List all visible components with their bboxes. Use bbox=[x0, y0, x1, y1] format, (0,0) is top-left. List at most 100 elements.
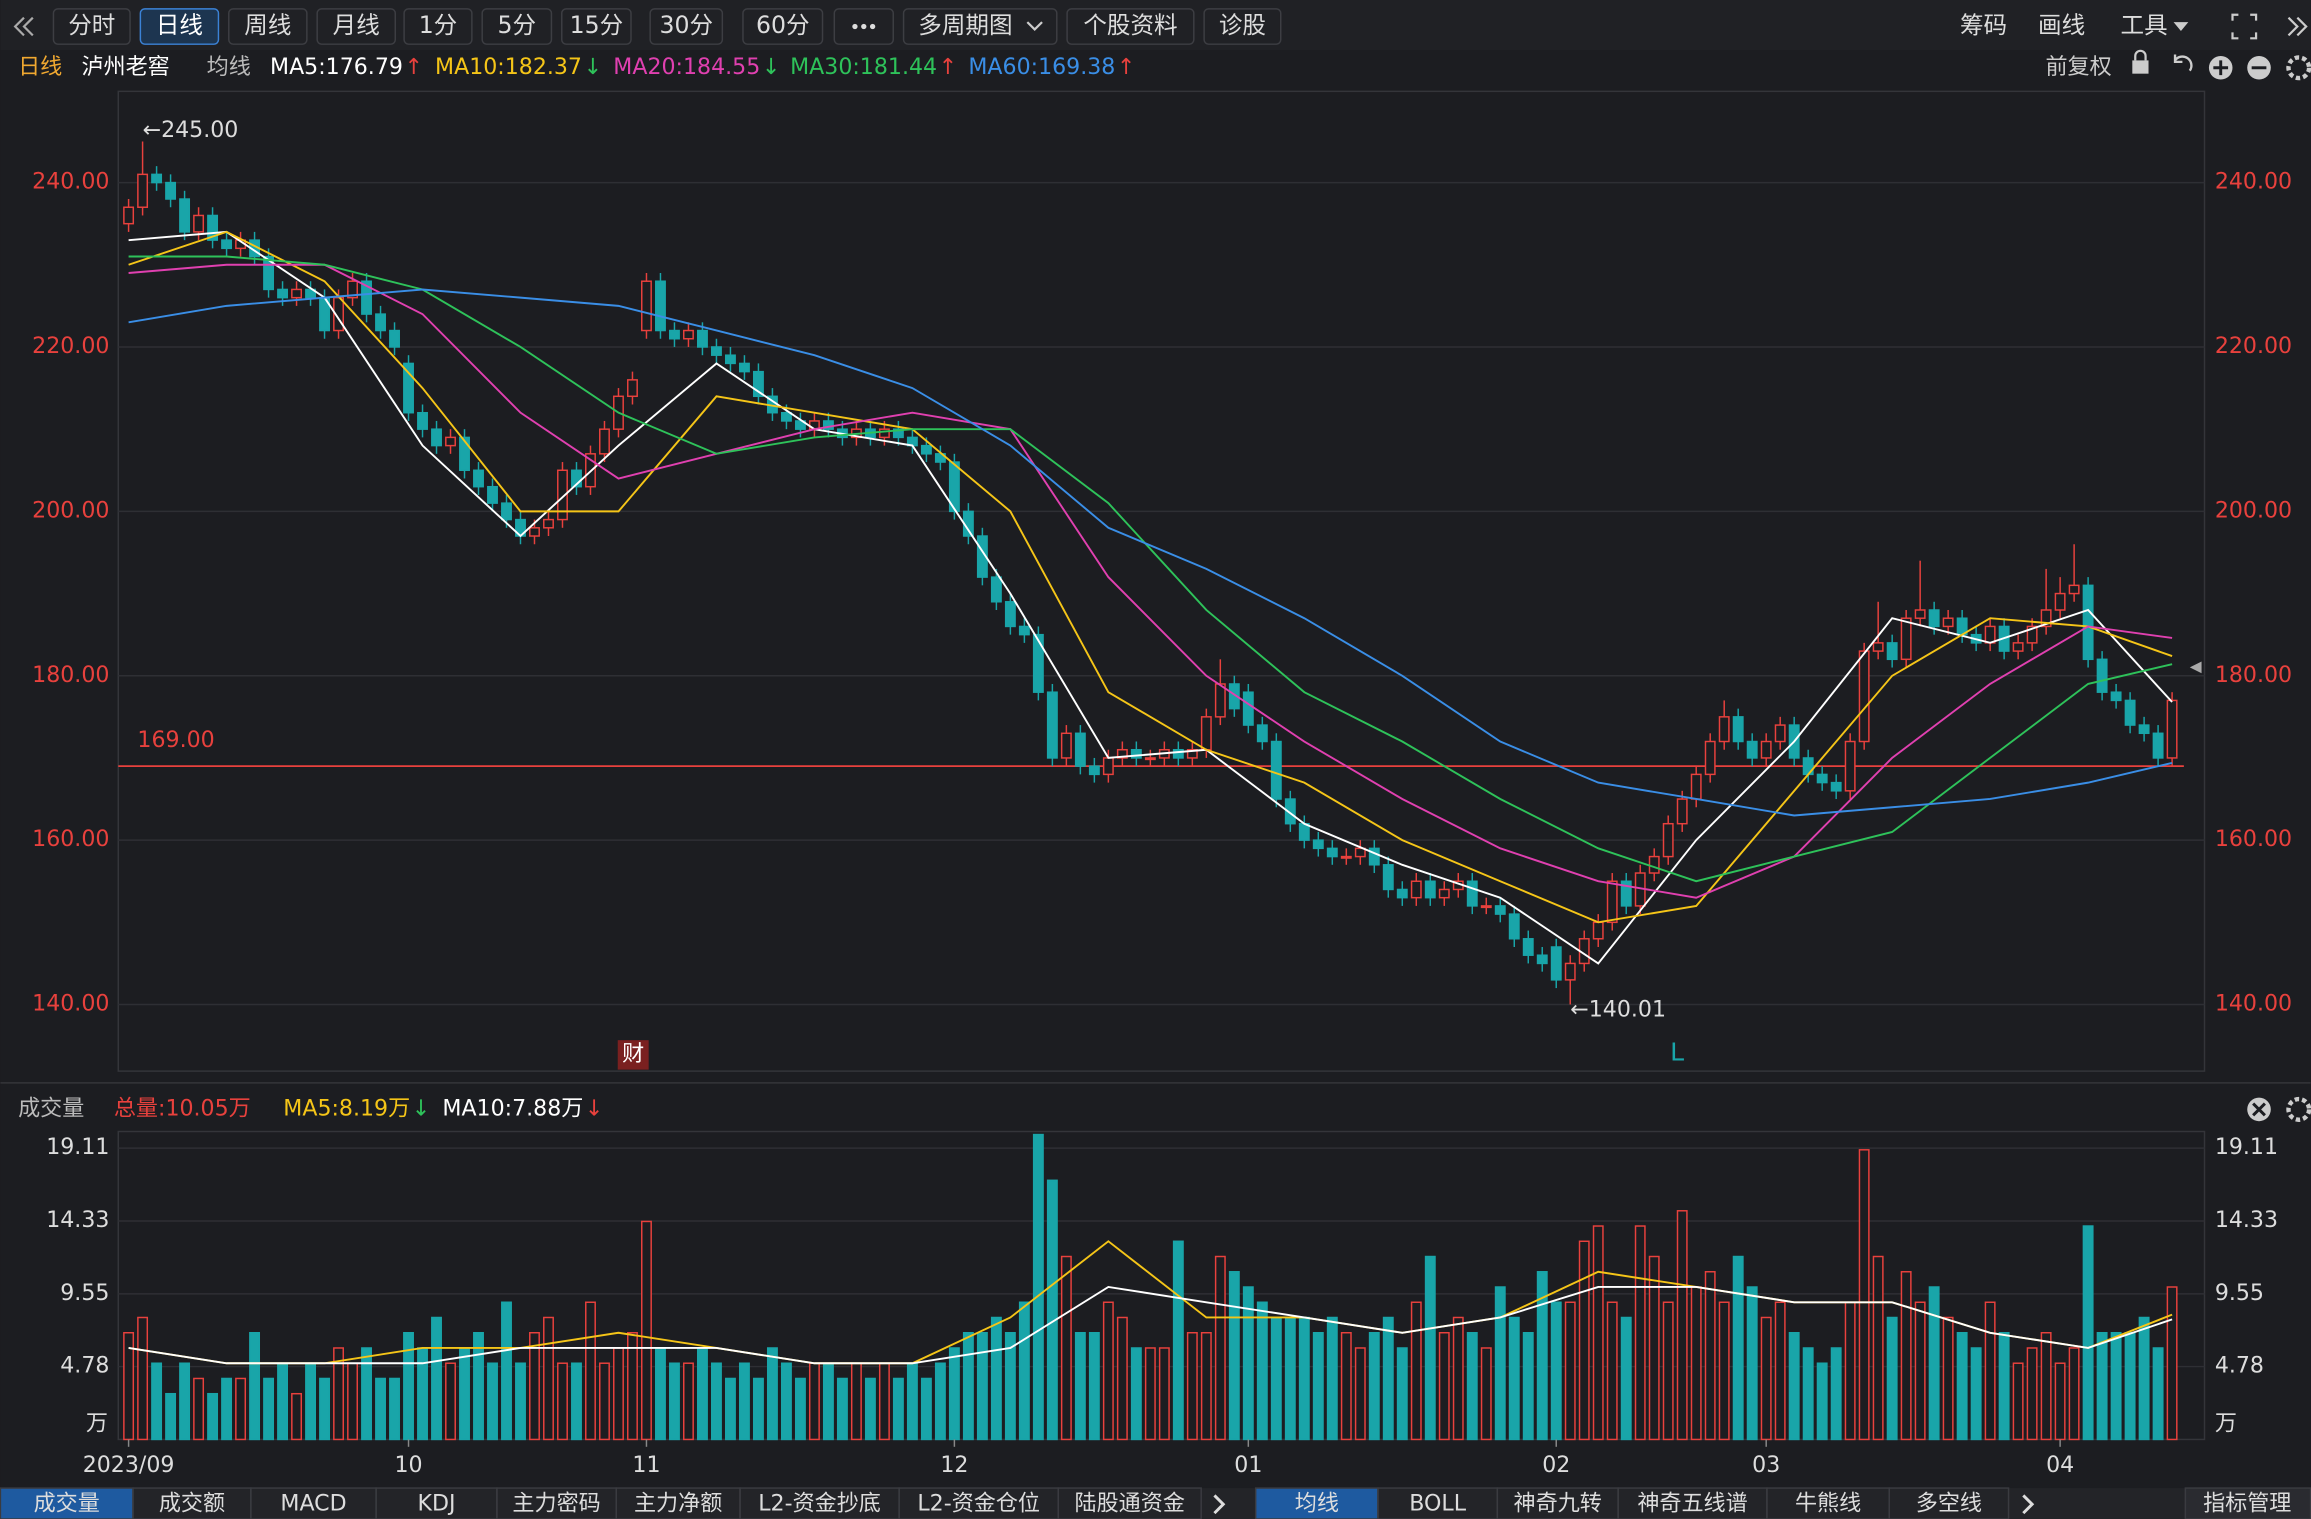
candle-body bbox=[1088, 765, 1100, 776]
toolbar-tool[interactable]: 工具 bbox=[2121, 11, 2168, 39]
candle-body bbox=[1228, 683, 1240, 710]
toolbar-button[interactable] bbox=[1203, 8, 1282, 45]
candle-body bbox=[1494, 905, 1506, 915]
overlay-tab-label[interactable]: 牛熊线 bbox=[1795, 1490, 1861, 1516]
manage-tab-label[interactable]: 指标管理 bbox=[2203, 1490, 2291, 1516]
toolbar-button-label[interactable]: 15分 bbox=[570, 11, 624, 39]
lock-icon[interactable] bbox=[2132, 60, 2149, 74]
volume-bar bbox=[2012, 1362, 2024, 1441]
toolbar-button-label[interactable]: 5分 bbox=[498, 11, 537, 39]
toolbar-button[interactable] bbox=[139, 8, 220, 45]
toolbar-tool[interactable]: 画线 bbox=[2038, 11, 2085, 39]
candle-body bbox=[459, 436, 470, 472]
dropdown-icon[interactable] bbox=[2173, 22, 2189, 31]
candle-body bbox=[1704, 740, 1716, 776]
toolbar-button[interactable] bbox=[52, 8, 131, 45]
toolbar-button-label[interactable]: 诊股 bbox=[1219, 11, 1266, 39]
toolbar-button[interactable] bbox=[403, 8, 473, 45]
indicator-tab-label[interactable]: MACD bbox=[280, 1490, 346, 1516]
overlay-tab-label[interactable]: BOLL bbox=[1409, 1490, 1466, 1516]
candle-body bbox=[1844, 740, 1856, 792]
candle-body bbox=[892, 428, 904, 439]
candle-body bbox=[1214, 683, 1226, 718]
volume-bar bbox=[585, 1301, 596, 1441]
volume-bar bbox=[431, 1316, 442, 1441]
settings-icon[interactable] bbox=[2286, 1096, 2311, 1122]
indicator-tab[interactable] bbox=[1057, 1487, 1202, 1519]
toolbar-button-label[interactable]: 分时 bbox=[68, 11, 115, 39]
collapse-icon[interactable] bbox=[22, 16, 34, 37]
candle-body bbox=[1732, 716, 1744, 743]
candle-body bbox=[1550, 946, 1562, 981]
indicator-tab-label[interactable]: L2-资金抄底 bbox=[758, 1490, 881, 1516]
candle-body bbox=[1256, 724, 1268, 743]
fullscreen-icon[interactable] bbox=[2231, 13, 2258, 40]
toolbar-button-label[interactable]: 1分 bbox=[419, 11, 458, 39]
toolbar-button-label[interactable]: 60分 bbox=[756, 11, 810, 39]
indicator-tab-label[interactable]: L2-资金仓位 bbox=[917, 1490, 1040, 1516]
candle-body bbox=[1830, 781, 1842, 792]
dropdown-icon[interactable] bbox=[1026, 21, 1043, 32]
candle-body bbox=[1480, 905, 1492, 909]
toolbar-button-label[interactable]: 30分 bbox=[659, 11, 713, 39]
settings-icon[interactable] bbox=[2286, 55, 2311, 81]
indicator-tab-label[interactable]: KDJ bbox=[418, 1490, 456, 1516]
toolbar-button[interactable] bbox=[481, 8, 553, 45]
indicator-tab-label[interactable]: 主力密码 bbox=[512, 1490, 600, 1516]
indicator-tab-label[interactable]: 陆股通资金 bbox=[1075, 1490, 1185, 1516]
candle-body bbox=[305, 288, 316, 299]
toolbar-button[interactable] bbox=[649, 8, 724, 45]
volume-bar bbox=[738, 1362, 750, 1441]
toolbar-button-label[interactable]: 多周期图 bbox=[918, 11, 1012, 39]
toolbar-button[interactable] bbox=[902, 8, 1058, 45]
indicator-tab-label[interactable]: 成交量 bbox=[34, 1490, 100, 1516]
toolbar-button-label[interactable]: 个股资料 bbox=[1083, 11, 1177, 39]
volume-bar bbox=[193, 1377, 205, 1441]
toolbar-tool[interactable]: 筹码 bbox=[1960, 11, 2007, 39]
y-tick-label: 200.00 bbox=[32, 497, 109, 523]
volume-bar bbox=[1438, 1331, 1450, 1441]
toolbar-button-label[interactable]: 周线 bbox=[244, 11, 291, 39]
volume-bar bbox=[1494, 1286, 1506, 1441]
overlay-tab-label[interactable]: 神奇九转 bbox=[1514, 1490, 1602, 1516]
x-tick-label: 03 bbox=[1752, 1452, 1780, 1478]
indicator-tab-label[interactable]: 主力净额 bbox=[634, 1490, 722, 1516]
toolbar-button[interactable] bbox=[561, 8, 632, 45]
toolbar-button[interactable] bbox=[742, 8, 824, 45]
volume-bar bbox=[2138, 1316, 2150, 1441]
reset-icon[interactable] bbox=[2173, 54, 2193, 72]
overlay-tab[interactable] bbox=[1888, 1487, 2010, 1519]
collapse-icon[interactable] bbox=[13, 16, 25, 37]
tab-next[interactable] bbox=[2022, 1494, 2035, 1515]
more-button[interactable] bbox=[833, 8, 894, 45]
indicator-tab[interactable] bbox=[0, 1487, 134, 1519]
candle-body bbox=[1284, 798, 1296, 825]
event-marker-label[interactable]: 财 bbox=[622, 1041, 644, 1067]
event-marker[interactable] bbox=[617, 1040, 649, 1070]
toolbar-button-label[interactable]: 月线 bbox=[333, 11, 380, 39]
overlay-tab-label[interactable]: 神奇五线谱 bbox=[1637, 1490, 1747, 1516]
ma-legend: MA10:182.37 bbox=[435, 54, 582, 80]
toolbar-button[interactable] bbox=[316, 8, 397, 45]
volume-bar bbox=[2040, 1331, 2052, 1441]
candle-body bbox=[1018, 625, 1030, 636]
adjust[interactable]: 前复权 bbox=[2045, 54, 2111, 80]
overlay-tab-label[interactable]: 均线 bbox=[1295, 1490, 1339, 1516]
tab-next[interactable] bbox=[1213, 1494, 1226, 1515]
overlay-tab[interactable] bbox=[1254, 1487, 1379, 1519]
candle-body bbox=[1522, 938, 1534, 956]
candle-body bbox=[822, 420, 834, 430]
volume-bar bbox=[1802, 1347, 1814, 1441]
volume-bar bbox=[2110, 1331, 2122, 1441]
volume-bar bbox=[1914, 1301, 1926, 1441]
volume-bar bbox=[1536, 1271, 1548, 1441]
indicator-tab-label[interactable]: 成交额 bbox=[159, 1490, 225, 1516]
side-icon[interactable] bbox=[2287, 16, 2308, 37]
toolbar-button-label[interactable]: 日线 bbox=[156, 11, 203, 39]
toolbar-button[interactable] bbox=[1066, 8, 1195, 45]
candle-body bbox=[1046, 691, 1058, 759]
volume-bar bbox=[389, 1377, 400, 1441]
overlay-tab-label[interactable]: 多空线 bbox=[1916, 1490, 1982, 1516]
candle-body bbox=[1032, 633, 1044, 693]
toolbar-button[interactable] bbox=[228, 8, 308, 45]
